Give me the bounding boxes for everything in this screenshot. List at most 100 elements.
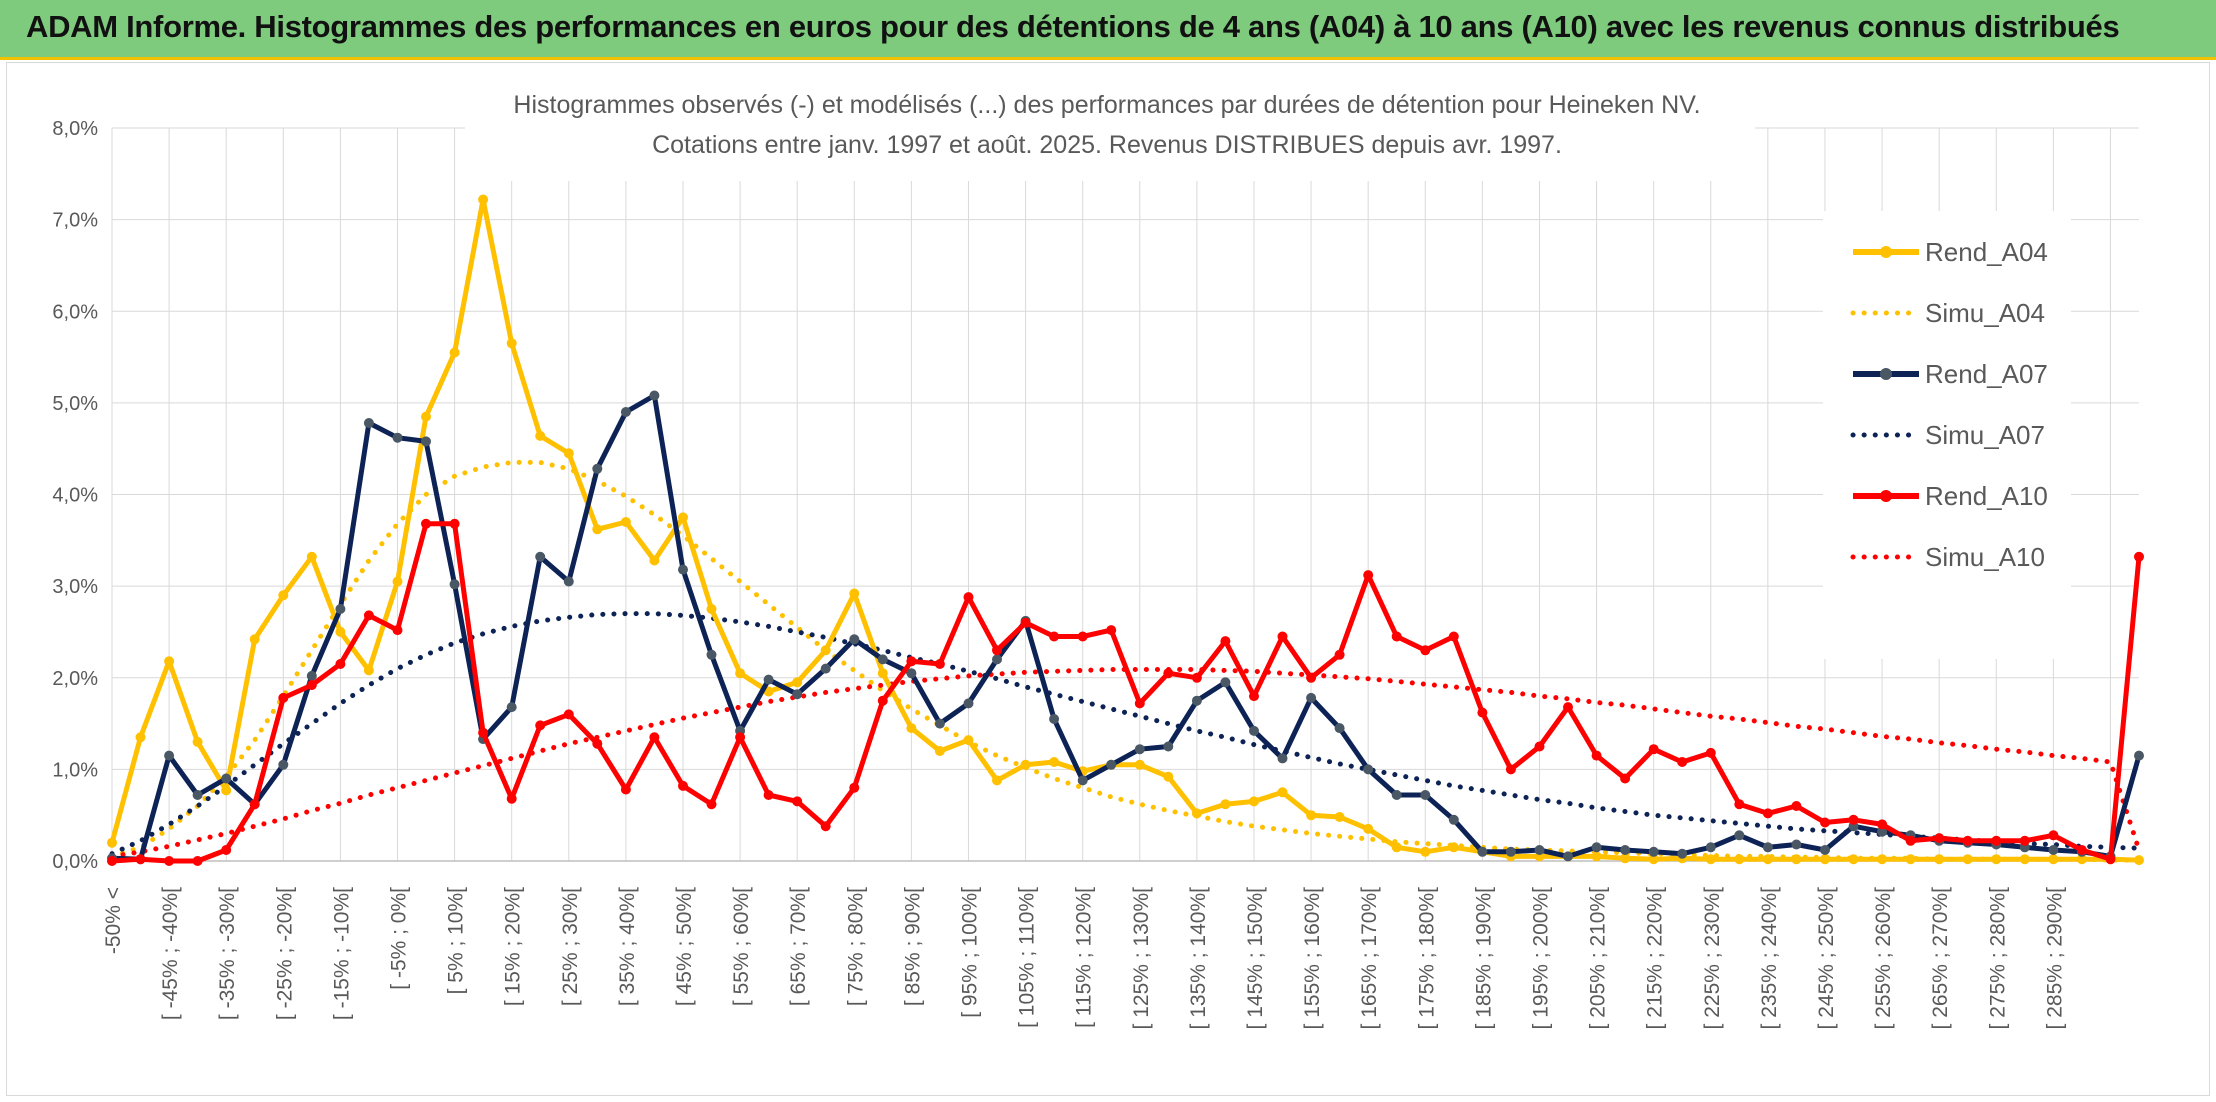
data-point [421, 411, 431, 422]
data-point [934, 659, 945, 669]
data-point [107, 856, 117, 866]
data-point [877, 695, 888, 706]
data-point [1505, 846, 1516, 857]
data-point [1791, 839, 1802, 850]
data-point [2019, 835, 2030, 846]
series-Rend_A10 [107, 518, 2144, 866]
data-point [1563, 702, 1573, 713]
data-point [164, 750, 175, 761]
data-point [335, 626, 346, 637]
data-point [1934, 833, 1945, 844]
data-point [221, 845, 232, 855]
data-point [678, 512, 688, 523]
data-point [306, 680, 317, 691]
data-point [1591, 750, 1602, 761]
data-point [649, 390, 660, 401]
data-point [1191, 808, 1202, 819]
x-tick-label: [ 165% ; 170%[ [1358, 887, 1381, 1030]
data-point [1306, 672, 1317, 683]
data-point [478, 194, 489, 205]
data-point [1905, 854, 1916, 865]
data-point [2134, 551, 2144, 562]
data-point [706, 649, 717, 660]
data-point [1762, 842, 1773, 853]
data-point [1277, 753, 1288, 764]
data-point [678, 780, 688, 791]
data-point [1677, 757, 1688, 767]
x-tick-label: [ 195% ; 200%[ [1529, 887, 1552, 1030]
data-point [1448, 842, 1459, 853]
data-point [306, 670, 317, 681]
series-Simu_A07 [109, 611, 2142, 857]
data-point [1620, 853, 1631, 864]
data-point [763, 674, 774, 685]
y-tick-label: 2,0% [52, 668, 98, 690]
data-point [1791, 801, 1802, 811]
legend-item-Rend_A04: Rend_A04 [1853, 237, 2048, 267]
data-point [1249, 725, 1259, 736]
data-point [1877, 854, 1888, 865]
data-point [792, 689, 803, 700]
data-point [1277, 631, 1288, 642]
chart-title-background [465, 63, 1755, 181]
x-tick-label: [ 115% ; 120%[ [1073, 887, 1096, 1028]
data-point [735, 668, 746, 679]
data-point [1648, 744, 1659, 755]
x-tick-label: [ -45% ; -40%[ [159, 887, 182, 1020]
data-point [1848, 854, 1859, 865]
data-point [1106, 625, 1117, 636]
data-point [2019, 854, 2030, 865]
legend-item-Simu_A10: Simu_A10 [1850, 542, 2045, 572]
x-tick-label: [ 125% ; 130%[ [1130, 887, 1153, 1030]
data-point [735, 732, 746, 743]
data-point [335, 659, 346, 669]
data-point [2048, 845, 2059, 855]
data-point [1991, 854, 2002, 865]
data-point [1705, 854, 1716, 865]
data-point [1134, 744, 1145, 755]
x-tick-label: [ 75% ; 80%[ [844, 887, 867, 1006]
data-point [535, 720, 546, 731]
data-point [992, 645, 1002, 656]
data-point [363, 610, 374, 621]
data-point [221, 785, 232, 796]
x-tick-label: [ -5% ; 0%[ [387, 887, 410, 990]
data-point [1220, 636, 1231, 647]
data-point [1677, 848, 1688, 859]
data-point [2048, 830, 2059, 841]
x-tick-label: [ 265% ; 270%[ [1929, 887, 1952, 1030]
data-point [906, 723, 917, 734]
data-point [820, 663, 831, 674]
data-point [963, 735, 974, 746]
data-point [592, 738, 603, 749]
data-point [2076, 845, 2087, 855]
x-tick-label: [ 15% ; 20%[ [502, 887, 525, 1006]
data-point [1363, 764, 1374, 775]
data-point [478, 727, 489, 738]
data-point [906, 656, 917, 667]
y-tick-label: 0,0% [52, 851, 98, 873]
x-tick-label: [ 225% ; 230%[ [1701, 887, 1724, 1030]
data-point [306, 551, 317, 562]
data-point [1648, 854, 1659, 865]
performance-histogram-chart: Histogrammes observés (-) et modélisés (… [52, 63, 2144, 1030]
data-point [2048, 854, 2059, 865]
data-point [1534, 741, 1545, 752]
x-tick-label: [ 215% ; 220%[ [1644, 887, 1667, 1030]
data-point [849, 634, 860, 645]
data-point [1620, 773, 1631, 784]
data-point [192, 790, 203, 800]
data-point [792, 677, 803, 688]
data-point [392, 576, 403, 587]
y-tick-label: 6,0% [52, 301, 98, 323]
data-point [1163, 741, 1174, 752]
legend-marker [1880, 368, 1892, 380]
legend-item-Rend_A10: Rend_A10 [1853, 481, 2048, 511]
data-point [363, 418, 374, 428]
data-point [2105, 854, 2116, 865]
data-point [278, 590, 289, 601]
data-point [877, 668, 888, 679]
data-point [1820, 854, 1830, 865]
series-line-Simu_A07 [109, 611, 2142, 857]
data-point [1734, 830, 1745, 841]
